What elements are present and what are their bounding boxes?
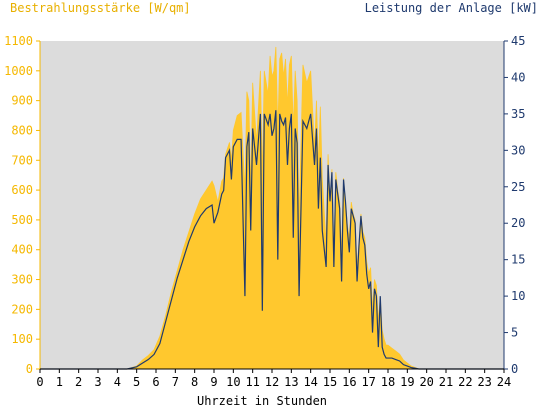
left-tick-label: 400 <box>11 243 33 257</box>
right-tick-label: 20 <box>511 216 525 230</box>
x-tick-label: 0 <box>36 375 43 389</box>
left-tick-label: 800 <box>11 123 33 137</box>
right-axis-title: Leistung der Anlage [kW] <box>365 1 538 15</box>
x-tick-label: 17 <box>361 375 375 389</box>
x-tick-label: 4 <box>114 375 121 389</box>
x-tick-label: 5 <box>133 375 140 389</box>
x-tick-label: 6 <box>152 375 159 389</box>
right-tick-label: 40 <box>511 70 525 84</box>
left-tick-label: 1000 <box>4 64 33 78</box>
right-tick-label: 45 <box>511 34 525 48</box>
right-tick-label: 35 <box>511 107 525 121</box>
x-tick-label: 2 <box>75 375 82 389</box>
x-tick-label: 3 <box>94 375 101 389</box>
x-tick-label: 21 <box>439 375 453 389</box>
x-tick-label: 10 <box>226 375 240 389</box>
left-tick-label: 0 <box>26 362 33 376</box>
x-tick-label: 22 <box>458 375 472 389</box>
x-tick-label: 18 <box>381 375 395 389</box>
left-axis-title: Bestrahlungsstärke [W/qm] <box>10 1 191 15</box>
x-tick-label: 19 <box>400 375 414 389</box>
irradiance-area <box>40 46 504 370</box>
x-tick-label: 24 <box>497 375 511 389</box>
x-tick-label: 20 <box>419 375 433 389</box>
x-tick-label: 1 <box>56 375 63 389</box>
left-tick-label: 900 <box>11 94 33 108</box>
right-tick-label: 10 <box>511 289 525 303</box>
left-tick-label: 500 <box>11 213 33 227</box>
power-line <box>40 110 504 370</box>
x-axis-title: Uhrzeit in Stunden <box>197 394 327 408</box>
left-tick-label: 600 <box>11 183 33 197</box>
x-tick-label: 8 <box>191 375 198 389</box>
x-tick-label: 11 <box>245 375 259 389</box>
left-tick-label: 300 <box>11 273 33 287</box>
x-tick-label: 9 <box>210 375 217 389</box>
right-tick-label: 15 <box>511 253 525 267</box>
x-tick-label: 7 <box>172 375 179 389</box>
x-tick-label: 14 <box>303 375 317 389</box>
x-tick-label: 12 <box>265 375 279 389</box>
left-tick-label: 200 <box>11 302 33 316</box>
right-tick-label: 0 <box>511 362 518 376</box>
left-tick-label: 100 <box>11 332 33 346</box>
x-tick-label: 23 <box>477 375 491 389</box>
x-tick-label: 15 <box>323 375 337 389</box>
right-tick-label: 25 <box>511 180 525 194</box>
x-tick-label: 13 <box>284 375 298 389</box>
axes: 0100200300400500600700800900100011000510… <box>4 34 525 389</box>
x-tick-label: 16 <box>342 375 356 389</box>
left-tick-label: 700 <box>11 153 33 167</box>
right-tick-label: 30 <box>511 143 525 157</box>
right-tick-label: 5 <box>511 326 518 340</box>
left-tick-label: 1100 <box>4 34 33 48</box>
